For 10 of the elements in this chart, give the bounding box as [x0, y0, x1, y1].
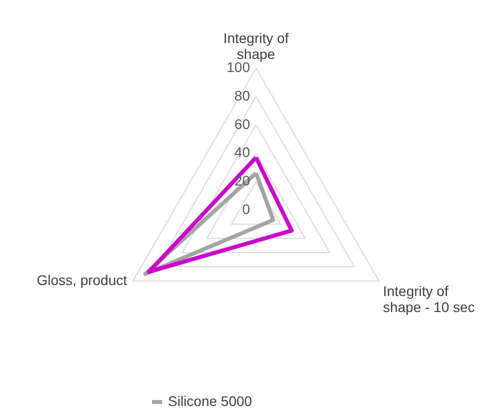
legend-label: Silicone 5000	[168, 393, 252, 409]
y-tick-label: 0	[242, 201, 250, 217]
y-tick-label: 40	[234, 144, 250, 160]
y-tick-label: 80	[234, 87, 250, 104]
y-tick-label: 100	[226, 59, 250, 75]
y-tick-label: 20	[234, 172, 250, 189]
spoke-label: Integrity of shape	[223, 30, 289, 62]
spoke-label: Integrity of shape - 10 sec	[382, 283, 475, 315]
spoke-label: Gloss, product	[36, 272, 128, 288]
y-tick-label: 60	[234, 116, 250, 132]
